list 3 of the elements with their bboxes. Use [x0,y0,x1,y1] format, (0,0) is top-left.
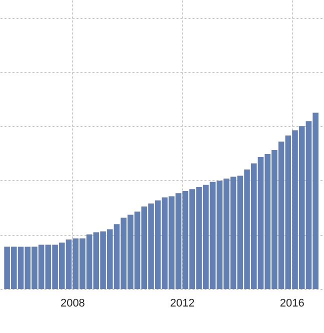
x-tick-label: 2008 [60,298,85,310]
x-tick-label: 2012 [170,298,195,310]
x-tick-label: 2016 [280,298,304,310]
